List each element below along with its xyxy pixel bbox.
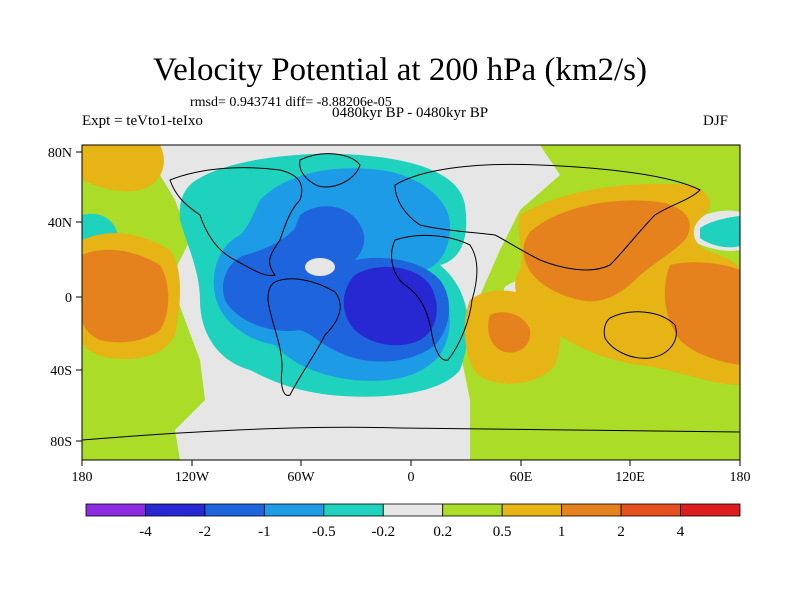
x-tick-label: 60W [287, 470, 315, 485]
coast-antarctica [82, 426, 740, 441]
field-positive-orange-wpac [523, 200, 690, 302]
y-tick-label: 80N [48, 146, 72, 161]
x-axis: 180 120W 60W 0 60E 120E 180 [72, 460, 751, 485]
colorbar-label: -0.2 [371, 524, 395, 540]
colorbar-label: -0.5 [312, 524, 336, 540]
field-positive-orange-west [82, 249, 169, 343]
field-negative-blue-dark [343, 266, 437, 346]
field-positive-orange-indian [488, 312, 531, 353]
coast-north-america [169, 167, 303, 277]
y-tick-label: 0 [65, 291, 72, 306]
colorbar-swatch [680, 503, 741, 517]
field-positive-orange-epac [664, 262, 740, 365]
field-negative-teal-east [700, 216, 740, 248]
coast-south-america [267, 278, 341, 396]
colorbar-swatch [501, 503, 563, 517]
coast-australia [603, 311, 677, 359]
colorbar-swatch [204, 503, 265, 517]
colorbar: -4 -2 -1 -0.5 -0.2 0.2 0.5 1 2 4 [85, 503, 741, 540]
x-tick-label: 120E [615, 470, 645, 485]
colorbar-swatch [561, 503, 622, 517]
chart-title: Velocity Potential at 200 hPa (km2/s) [152, 52, 648, 88]
colorbar-swatch [620, 503, 681, 517]
colorbar-swatch [442, 503, 503, 517]
colorbar-label: -1 [258, 524, 271, 540]
colorbar-label: 1 [558, 524, 566, 540]
colorbar-label: 0.5 [493, 524, 512, 540]
contour-field [82, 145, 740, 460]
coast-africa [391, 235, 478, 361]
colorbar-label: 0.2 [433, 524, 452, 540]
colorbar-swatch [145, 503, 206, 517]
x-tick-label: 120W [175, 470, 210, 485]
colorbar-label: -2 [199, 524, 212, 540]
y-tick-label: 80S [50, 435, 72, 450]
x-tick-label: 180 [72, 470, 93, 485]
x-tick-label: 0 [408, 470, 415, 485]
y-axis: 80N 40N 0 40S 80S [48, 146, 82, 450]
colorbar-swatch [323, 503, 384, 517]
y-tick-label: 40S [50, 364, 72, 379]
season-label: DJF [703, 113, 729, 129]
coast-eurasia [394, 163, 701, 271]
period-label: 0480kyr BP - 0480kyr BP [331, 105, 489, 121]
experiment-label: Expt = teVto1-teIxo [82, 113, 203, 129]
colorbar-swatch [382, 503, 444, 517]
stats-line: rmsd= 0.943741 diff= -8.88206e-05 [190, 95, 392, 110]
field-positive-gold-northwest [82, 145, 164, 192]
field-hole-zero [305, 258, 335, 276]
colorbar-swatch [263, 503, 325, 517]
y-tick-label: 40N [48, 216, 72, 231]
colorbar-label: 4 [677, 524, 685, 540]
x-tick-label: 180 [730, 470, 751, 485]
colorbar-label: -4 [139, 524, 152, 540]
coast-greenland [299, 153, 361, 188]
x-tick-label: 60E [510, 470, 533, 485]
colorbar-label: 2 [617, 524, 625, 540]
colorbar-swatch [85, 503, 146, 517]
coastlines [82, 153, 740, 441]
